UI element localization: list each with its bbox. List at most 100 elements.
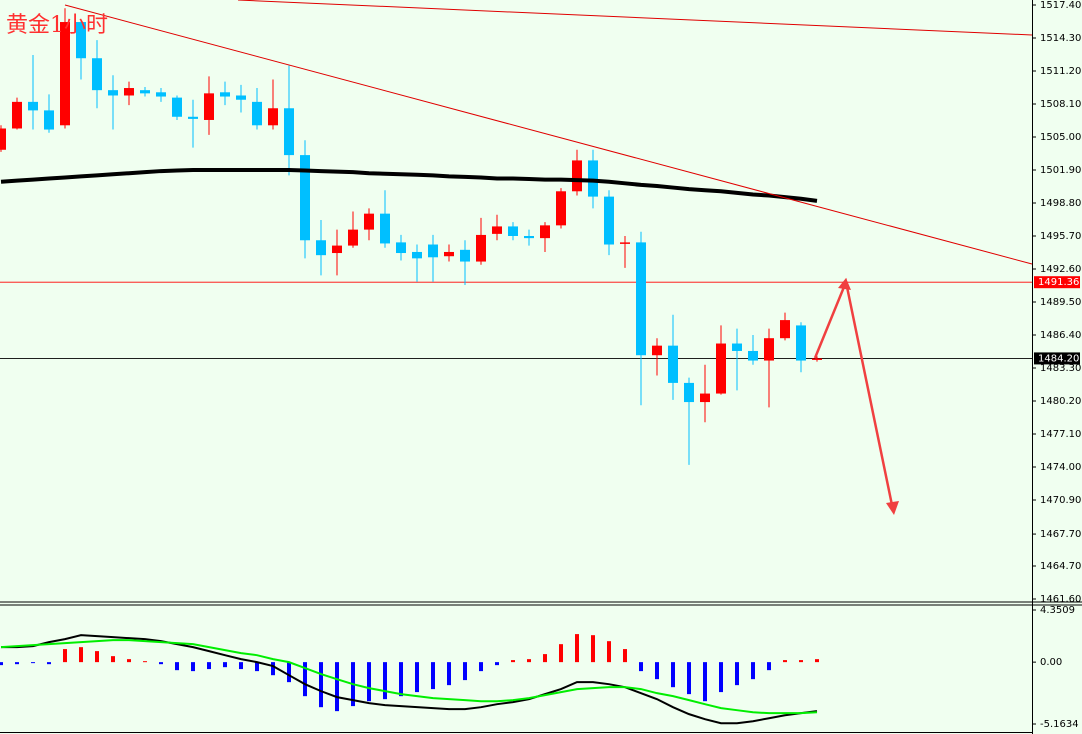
macd-bar	[783, 660, 787, 663]
candle-body	[620, 242, 630, 244]
arrow-head	[886, 501, 899, 515]
macd-bar	[527, 659, 531, 663]
candle-body	[812, 358, 822, 360]
arrow-head	[838, 278, 851, 290]
macd-bar	[95, 651, 99, 663]
macd-bar	[447, 662, 451, 686]
y-tick-label: 1489.50	[1040, 297, 1081, 308]
candle-body	[60, 22, 70, 126]
candle-body	[316, 240, 326, 256]
candle-body	[604, 196, 614, 245]
macd-bar	[207, 662, 211, 670]
candle-body	[252, 101, 262, 126]
macd-bar	[799, 660, 803, 663]
candle-body	[652, 345, 662, 356]
candle-body	[556, 191, 566, 226]
macd-bar	[111, 656, 115, 663]
candle-body	[716, 343, 726, 394]
candle-body	[236, 95, 246, 100]
macd-bar	[287, 662, 291, 683]
candle-body	[44, 110, 54, 130]
macd-bar	[559, 644, 563, 663]
macd-bar	[223, 662, 227, 668]
candle-body	[220, 92, 230, 97]
macd-line	[0, 639, 818, 715]
macd-bar	[703, 662, 707, 702]
candle-body	[460, 249, 470, 262]
candle-body	[140, 90, 150, 94]
candle-body	[364, 213, 374, 230]
y-tick-label: 1501.90	[1040, 165, 1081, 176]
macd-bar	[495, 662, 499, 666]
macd-bar	[575, 634, 579, 663]
y-tick-label: 1505.00	[1040, 132, 1081, 143]
macd-bar	[175, 662, 179, 671]
candle-body	[668, 345, 678, 383]
macd-bar	[751, 662, 755, 680]
candle-body	[780, 320, 790, 339]
candle-body	[396, 242, 406, 254]
y-tick-label: 1464.70	[1040, 561, 1081, 572]
macd-bar	[431, 662, 435, 690]
macd-bar	[319, 662, 323, 708]
candle-body	[684, 382, 694, 403]
macd-bar	[335, 662, 339, 712]
macd-bar	[607, 641, 611, 663]
moving-average	[0, 168, 818, 203]
macd-bar	[127, 659, 131, 663]
candle-body	[268, 108, 278, 126]
macd-bar	[463, 662, 467, 681]
macd-bar	[239, 662, 243, 670]
y-tick-label: 1486.40	[1040, 330, 1081, 341]
candle-body	[300, 155, 310, 241]
candle-body	[572, 160, 582, 192]
macd-bar	[15, 662, 19, 665]
macd-line	[1, 634, 818, 725]
candle-body	[700, 393, 710, 403]
y-tick-label: 1498.80	[1040, 198, 1081, 209]
y-tick-label: 1467.70	[1040, 529, 1081, 540]
candle-body	[540, 225, 550, 239]
candle-body	[428, 244, 438, 258]
candle-body	[92, 58, 102, 91]
candle-body	[28, 101, 38, 111]
candle-body	[412, 251, 422, 259]
macd-bar	[543, 654, 547, 663]
y-tick-label: 1517.40	[1040, 0, 1081, 11]
trend-line	[64, 4, 1033, 265]
candle-body	[348, 229, 358, 246]
candle-body	[492, 226, 502, 234]
y-tick-label: 1514.30	[1040, 33, 1081, 44]
macd-bar	[191, 662, 195, 672]
candle-body	[12, 101, 22, 129]
macd-bar	[671, 662, 675, 688]
macd-bar	[767, 662, 771, 671]
macd-bar	[623, 649, 627, 663]
macd-bar	[719, 662, 723, 693]
macd-bar	[367, 662, 371, 702]
candle-body	[636, 242, 646, 356]
candle-body	[284, 108, 294, 156]
price-tag	[1034, 276, 1080, 289]
y-tick-label: 1477.10	[1040, 429, 1081, 440]
candle-body	[172, 97, 182, 117]
candle-body	[156, 92, 166, 97]
price-tag	[1034, 352, 1080, 365]
y-tick-label: 0.00	[1040, 657, 1062, 668]
chart-title: 黄金1小时	[6, 13, 108, 38]
candle-body	[524, 236, 534, 239]
candle-body	[444, 251, 454, 257]
candle-body	[0, 128, 6, 150]
y-tick-label: 1492.60	[1040, 264, 1081, 275]
macd-bar	[303, 662, 307, 697]
candle-body	[108, 90, 118, 96]
candle-body	[204, 93, 214, 120]
macd-bar	[383, 662, 387, 700]
candle-body	[76, 22, 86, 59]
macd-bar	[511, 660, 515, 663]
candle-body	[796, 325, 806, 361]
candle-body	[476, 234, 486, 262]
y-tick-label: 1495.70	[1040, 231, 1081, 242]
